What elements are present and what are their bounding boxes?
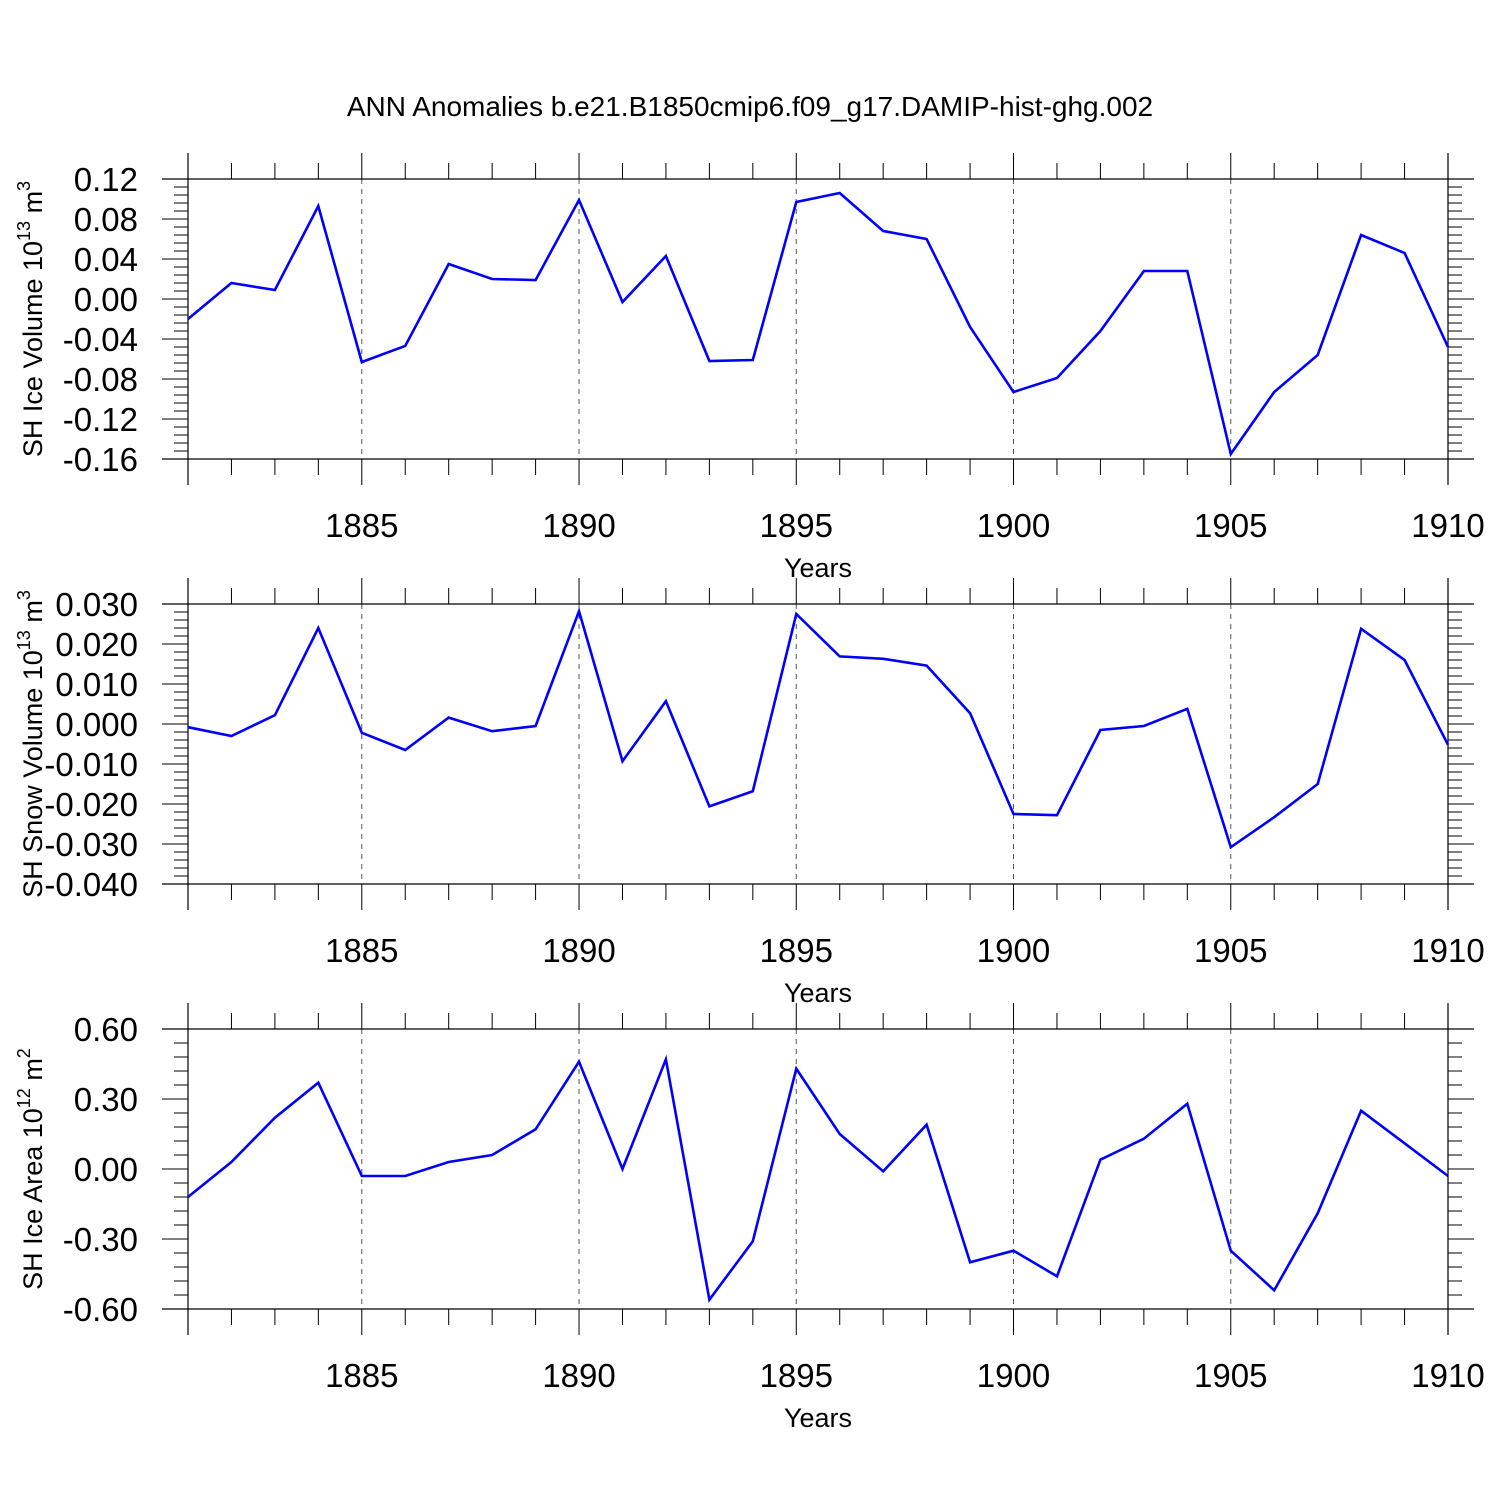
y-tick-label: -0.020 [44,786,138,823]
y-tick-label: 0.000 [55,706,138,743]
y-axis-title-exp: 12 [14,1088,34,1108]
x-tick-label: 1910 [1411,932,1484,969]
y-tick-label: 0.010 [55,666,138,703]
x-tick-label: 1885 [325,507,398,544]
y-axis-title: SH Ice Area 1012 m2 [14,1048,48,1290]
y-tick-label: -0.010 [44,746,138,783]
y-tick-label: 0.00 [74,1151,138,1188]
x-tick-label: 1905 [1194,932,1267,969]
y-tick-label: 0.00 [74,281,138,318]
y-tick-label: -0.60 [63,1291,138,1328]
y-axis-title-text: SH Snow Volume 10 [18,650,48,898]
series-line [187,191,1450,458]
x-tick-label: 1890 [542,507,615,544]
y-tick-label: 0.020 [55,626,138,663]
y-axis-title-unit-exp: 3 [14,590,34,600]
y-axis-title-unit: m [18,191,48,221]
y-axis-title-unit: m [18,1058,48,1088]
x-axis-title: Years [784,1403,852,1433]
y-axis-title-unit: m [18,600,48,630]
y-tick-label: -0.16 [63,441,138,478]
y-tick-label: 0.12 [74,161,138,198]
y-tick-label: -0.12 [63,401,138,438]
y-axis-title-exp: 13 [14,630,34,650]
y-axis-title-unit-exp: 3 [14,181,34,191]
y-tick-label: -0.030 [44,826,138,863]
panel-1: 0.120.080.040.00-0.04-0.08-0.12-0.16 1885… [14,153,1485,583]
x-tick-label: 1895 [760,1357,833,1394]
y-tick-label: -0.30 [63,1221,138,1258]
x-tick-label: 1885 [325,932,398,969]
y-tick-label: 0.030 [55,586,138,623]
y-axis-title: SH Snow Volume 1013 m3 [14,590,48,898]
x-tick-label: 1890 [542,932,615,969]
y-tick-label: 0.30 [74,1081,138,1118]
x-tick-label: 1910 [1411,1357,1484,1394]
y-tick-label: -0.040 [44,866,138,903]
series-line [187,1054,1449,1303]
y-axis-title-unit-exp: 2 [14,1048,34,1058]
x-tick-label: 1905 [1194,1357,1267,1394]
x-tick-label: 1900 [977,932,1050,969]
y-axis-title-exp: 13 [14,221,34,241]
x-tick-label: 1890 [542,1357,615,1394]
y-tick-label: -0.04 [63,321,138,358]
chart-title: ANN Anomalies b.e21.B1850cmip6.f09_g17.D… [347,91,1153,122]
panels: 0.120.080.040.00-0.04-0.08-0.12-0.161885… [14,153,1485,1433]
x-axis-title: Years [784,553,852,583]
x-tick-label: 1910 [1411,507,1484,544]
y-axis-title-text: SH Ice Volume 10 [18,241,48,457]
y-tick-label: 0.04 [74,241,138,278]
x-tick-label: 1900 [977,1357,1050,1394]
y-axis-title: SH Ice Volume 1013 m3 [14,181,48,457]
x-axis-title: Years [784,978,852,1008]
x-tick-label: 1905 [1194,507,1267,544]
y-tick-label: 0.08 [74,201,138,238]
x-tick-label: 1895 [760,932,833,969]
y-axis-title-text: SH Ice Area 10 [18,1108,48,1290]
x-tick-label: 1895 [760,507,833,544]
x-tick-label: 1885 [325,1357,398,1394]
y-tick-label: -0.08 [63,361,138,398]
panel-3: 0.60 0.30 0.00 -0.30 -0.60 1885 1890 1895 1900 19… [14,1003,1485,1433]
panel-2: 0.0300.0200.0100.000-0.010-0.020-0.030-0… [14,578,1485,1008]
series-line [187,607,1450,850]
x-tick-label: 1900 [977,507,1050,544]
y-tick-label: 0.60 [74,1011,138,1048]
